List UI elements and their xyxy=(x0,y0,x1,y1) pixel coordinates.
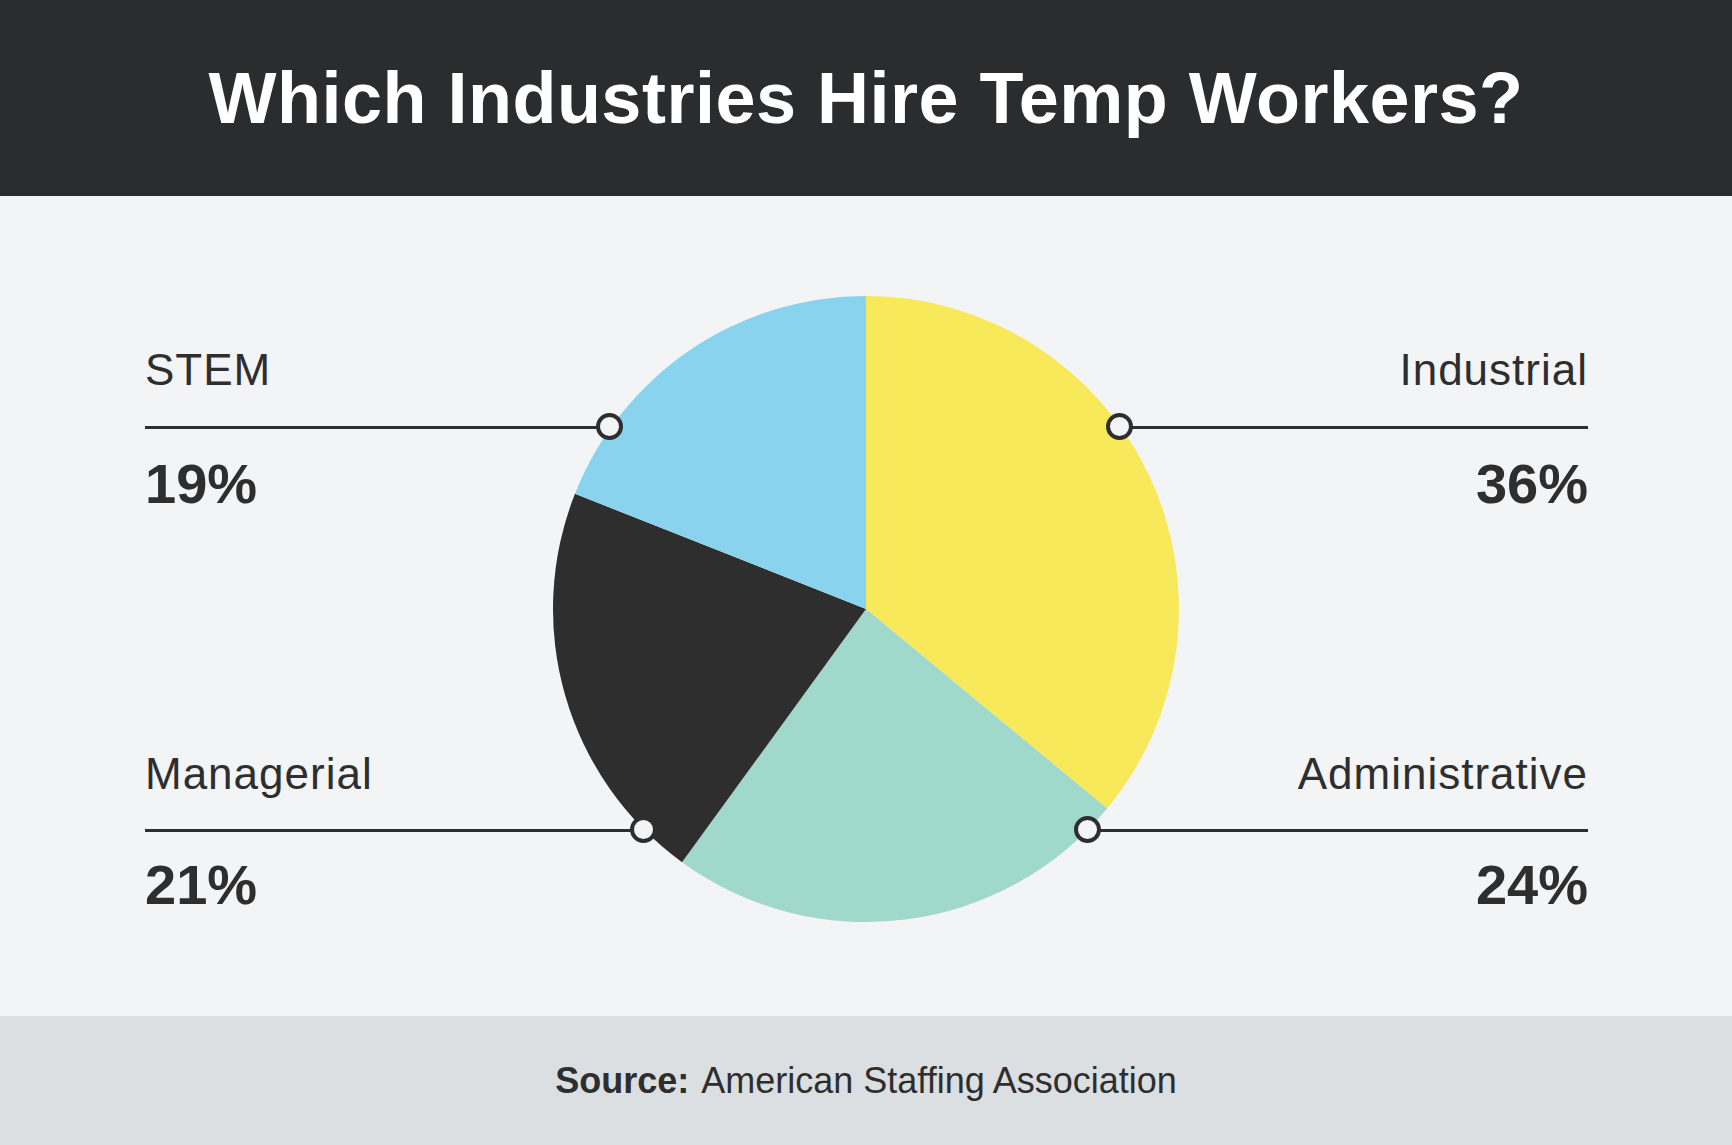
source-line: Source: American Staffing Association xyxy=(555,1060,1177,1102)
leader-line-stem xyxy=(145,426,610,429)
leader-line-administrative xyxy=(1088,829,1588,832)
slice-value-industrial: 36% xyxy=(1476,452,1588,516)
leader-dot-managerial xyxy=(630,816,657,843)
slice-value-managerial: 21% xyxy=(145,853,257,917)
leader-dot-administrative xyxy=(1074,816,1101,843)
leader-line-managerial xyxy=(145,829,644,832)
leader-dot-stem xyxy=(596,413,623,440)
slice-value-administrative: 24% xyxy=(1476,853,1588,917)
source-label: Source: xyxy=(555,1060,689,1101)
footer-band: Source: American Staffing Association xyxy=(0,1016,1732,1145)
slice-value-stem: 19% xyxy=(145,452,257,516)
infographic-canvas: Which Industries Hire Temp Workers? STEM… xyxy=(0,0,1732,1145)
slice-label-stem: STEM xyxy=(145,344,271,396)
header-band: Which Industries Hire Temp Workers? xyxy=(0,0,1732,196)
leader-line-industrial xyxy=(1120,426,1588,429)
page-title: Which Industries Hire Temp Workers? xyxy=(208,57,1523,139)
slice-label-managerial: Managerial xyxy=(145,748,373,800)
slice-label-industrial: Industrial xyxy=(1399,344,1588,396)
leader-dot-industrial xyxy=(1106,413,1133,440)
slice-label-administrative: Administrative xyxy=(1298,748,1588,800)
source-text: American Staffing Association xyxy=(701,1060,1177,1101)
